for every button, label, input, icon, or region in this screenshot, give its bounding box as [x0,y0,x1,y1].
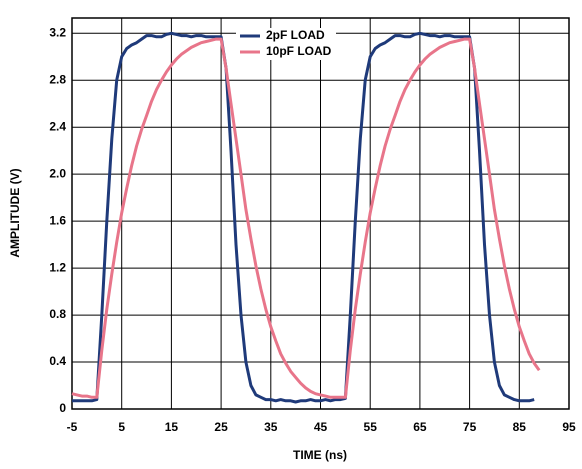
y-tick-label: 2.0 [49,166,66,180]
legend-label: 10pF LOAD [266,44,332,58]
x-tick-label: 75 [463,420,477,434]
legend-bg [236,44,336,60]
x-tick-label: 65 [413,420,427,434]
y-tick-label: 3.2 [49,25,66,39]
x-axis-label: TIME (ns) [293,448,347,462]
y-tick-label: 0.8 [49,307,66,321]
y-tick-label: 0 [59,401,66,415]
legend-bg [236,28,336,44]
x-tick-label: 85 [513,420,527,434]
y-tick-label: 2.8 [49,72,66,86]
series-line [72,31,535,404]
x-tick-label: 35 [264,420,278,434]
series-line [71,37,541,399]
plot-frame [71,17,570,410]
x-tick-label: -5 [67,420,78,434]
legend-label: 2pF LOAD [266,28,325,42]
y-tick-label: 1.6 [49,213,66,227]
y-axis-label: AMPLITUDE (V) [8,168,22,257]
x-tick-label: 25 [214,420,228,434]
y-tick-label: 0.4 [49,354,66,368]
x-tick-label: 5 [118,420,125,434]
x-tick-label: 95 [562,420,576,434]
y-tick-label: 1.2 [49,260,66,274]
x-tick-label: 55 [364,420,378,434]
x-tick-label: 45 [314,420,328,434]
y-tick-label: 2.4 [49,119,66,133]
x-tick-label: 15 [165,420,179,434]
